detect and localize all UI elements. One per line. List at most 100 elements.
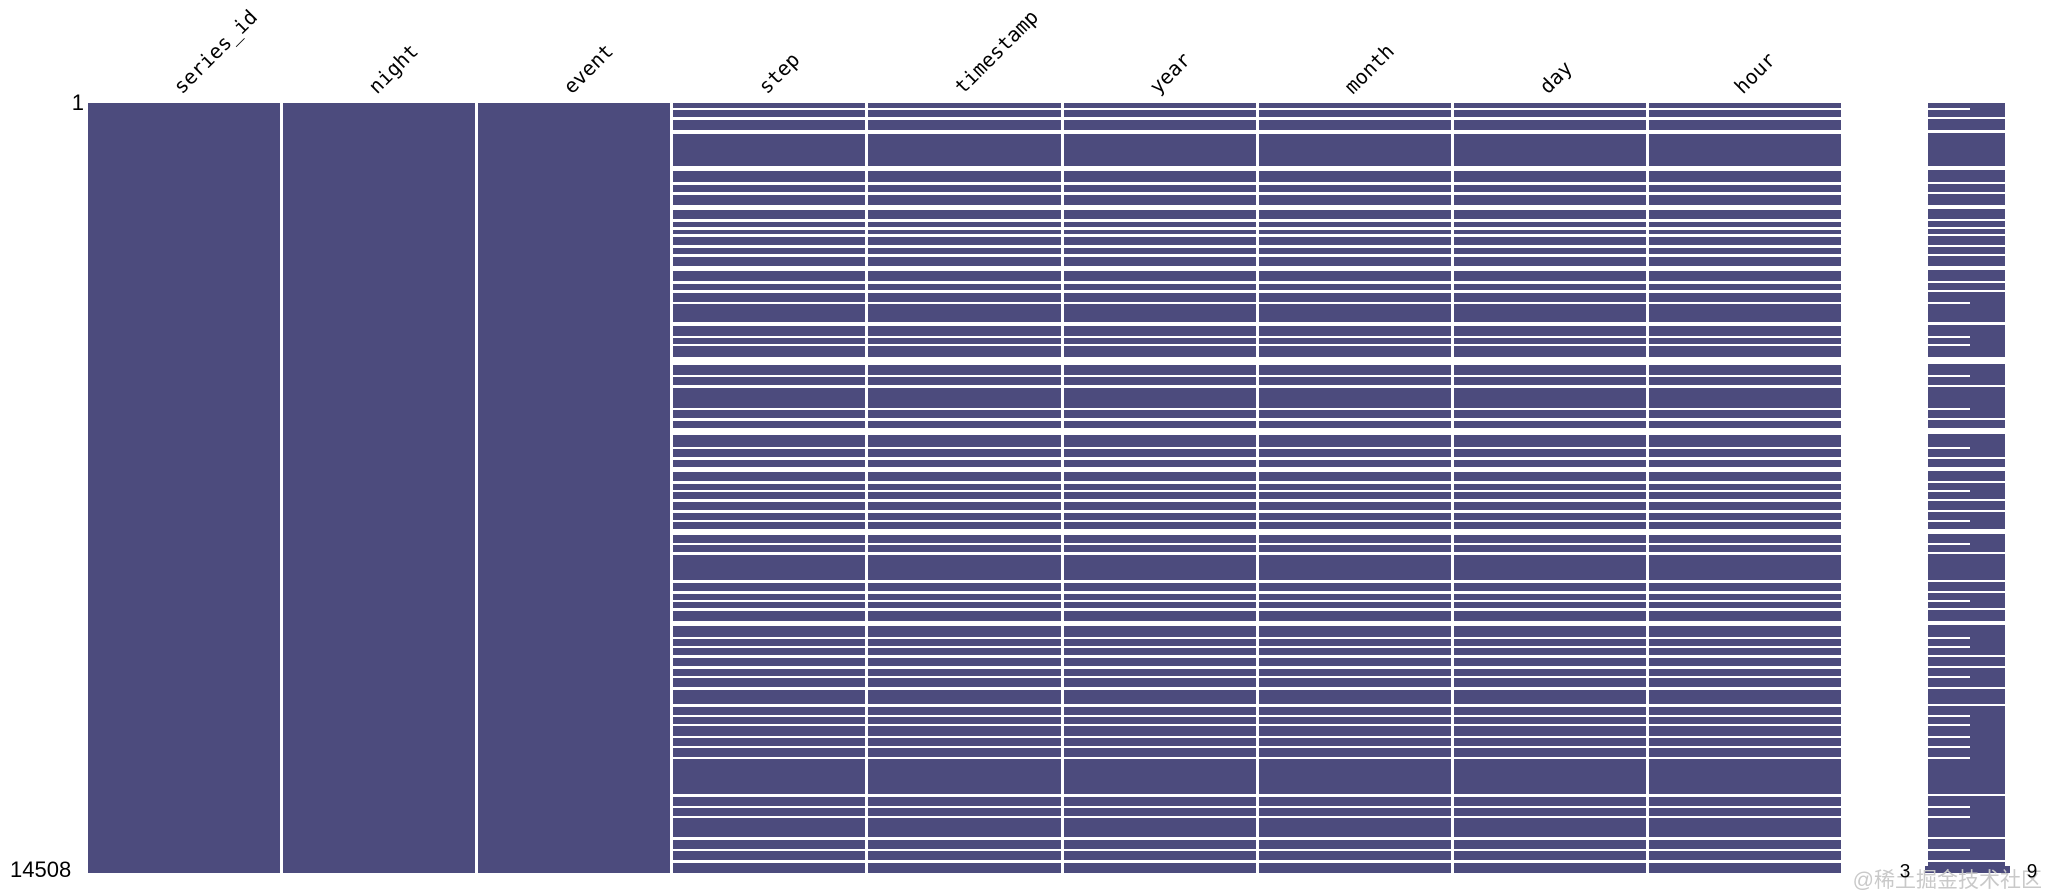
sparkline-min-tick-label: 3 xyxy=(1899,861,1911,883)
missing-rows-band xyxy=(868,165,1061,171)
missing-rows-band xyxy=(1648,289,1841,293)
missing-rows-band xyxy=(1258,480,1451,484)
matrix-column-year xyxy=(1063,103,1256,873)
missing-rows-band xyxy=(1258,165,1451,171)
sparkline-dip xyxy=(1928,356,2005,364)
missing-rows-band xyxy=(1453,703,1646,707)
missing-rows-band xyxy=(868,815,1061,818)
missing-rows-band xyxy=(1063,226,1256,230)
missing-rows-band xyxy=(1258,599,1451,602)
sparkline-dip xyxy=(1928,289,2005,292)
missing-rows-band xyxy=(1453,335,1646,338)
missing-rows-band xyxy=(673,356,866,365)
sparkline-dip xyxy=(1928,703,2005,706)
missing-rows-band xyxy=(1648,848,1841,851)
sparkline-dip xyxy=(1928,579,2005,582)
missing-rows-band xyxy=(673,321,866,326)
missing-rows-band xyxy=(868,607,1061,611)
missing-rows-band xyxy=(1063,356,1256,365)
missing-rows-band xyxy=(1258,384,1451,388)
missing-rows-band xyxy=(673,686,866,690)
missing-rows-band xyxy=(1453,107,1646,110)
missing-rows-band xyxy=(1453,165,1646,171)
sparkline-dip xyxy=(1928,654,2005,657)
missing-rows-band xyxy=(1258,859,1451,863)
column-label-series_id: series_id xyxy=(168,4,263,99)
missing-rows-band xyxy=(1063,542,1256,545)
missing-rows-band xyxy=(673,301,866,304)
sparkline-dip xyxy=(1928,723,1971,726)
missing-rows-band xyxy=(868,519,1061,522)
sparkline-dip xyxy=(1928,384,2005,387)
sparkline-dip xyxy=(1928,793,2005,796)
missing-rows-band xyxy=(1258,756,1451,759)
missing-rows-band xyxy=(1648,165,1841,171)
missing-rows-band xyxy=(1258,654,1451,658)
missing-rows-band xyxy=(1258,265,1451,271)
column-label-day: day xyxy=(1534,55,1577,99)
missing-rows-band xyxy=(1258,509,1451,513)
missing-rows-band xyxy=(1063,620,1256,626)
missing-rows-band xyxy=(673,675,866,678)
missing-rows-band xyxy=(673,654,866,658)
missing-rows-band xyxy=(1063,343,1256,346)
missing-rows-band xyxy=(1648,427,1841,435)
missing-rows-band xyxy=(868,343,1061,346)
missing-rows-band xyxy=(1258,233,1451,237)
missing-rows-band xyxy=(1258,343,1451,346)
missing-rows-band xyxy=(1258,356,1451,365)
missing-rows-band xyxy=(1648,226,1841,230)
missing-rows-band xyxy=(868,407,1061,410)
missing-rows-band xyxy=(1453,793,1646,797)
missing-rows-band xyxy=(1258,226,1451,230)
missing-rows-band xyxy=(1453,265,1646,271)
missing-rows-band xyxy=(1063,233,1256,237)
missing-rows-band xyxy=(868,723,1061,726)
sparkline-dip xyxy=(1928,590,2005,593)
missing-rows-band xyxy=(673,859,866,863)
sparkline-dip xyxy=(1928,620,2005,625)
missing-rows-band xyxy=(1063,723,1256,726)
missing-rows-band xyxy=(1258,181,1451,185)
sparkline-dip xyxy=(1928,165,2005,170)
missing-rows-band xyxy=(868,233,1061,237)
missing-rows-band xyxy=(1453,665,1646,669)
missing-rows-band xyxy=(673,620,866,626)
missing-rows-band xyxy=(1258,289,1451,293)
missing-rows-band xyxy=(1453,735,1646,738)
missing-rows-band xyxy=(868,675,1061,678)
missing-rows-band xyxy=(1648,117,1841,121)
missing-rows-band xyxy=(868,356,1061,365)
missing-rows-band xyxy=(1063,745,1256,748)
column-label-night: night xyxy=(363,38,424,99)
y-axis-first-row-label: 1 xyxy=(71,90,84,115)
missing-rows-band xyxy=(1453,417,1646,421)
missing-rows-band xyxy=(673,599,866,602)
missing-rows-band xyxy=(1063,117,1256,121)
sparkline-dip xyxy=(1928,301,1971,304)
missing-rows-band xyxy=(1648,645,1841,648)
missing-rows-band xyxy=(1648,456,1841,460)
missing-rows-band xyxy=(1063,805,1256,808)
missing-rows-band xyxy=(673,480,866,484)
missing-rows-band xyxy=(1258,107,1451,110)
missing-rows-band xyxy=(868,244,1061,248)
missing-rows-band xyxy=(1258,848,1451,851)
missing-rows-band xyxy=(673,181,866,185)
missing-rows-band xyxy=(868,551,1061,555)
missing-rows-band xyxy=(868,480,1061,484)
missing-rows-band xyxy=(868,301,1061,304)
missing-rows-band xyxy=(868,130,1061,134)
missing-rows-band xyxy=(868,498,1061,502)
sparkline-dip xyxy=(1928,226,2005,229)
sparkline-dip xyxy=(1928,244,2005,247)
missing-rows-band xyxy=(868,489,1061,492)
missing-rows-band xyxy=(868,703,1061,707)
missing-rows-band xyxy=(673,226,866,230)
missing-rows-band xyxy=(673,233,866,237)
missing-rows-band xyxy=(673,590,866,594)
sparkline-dip xyxy=(1928,745,1971,748)
missing-rows-band xyxy=(1453,686,1646,690)
missing-rows-band xyxy=(1258,815,1451,818)
missing-rows-band xyxy=(673,723,866,726)
